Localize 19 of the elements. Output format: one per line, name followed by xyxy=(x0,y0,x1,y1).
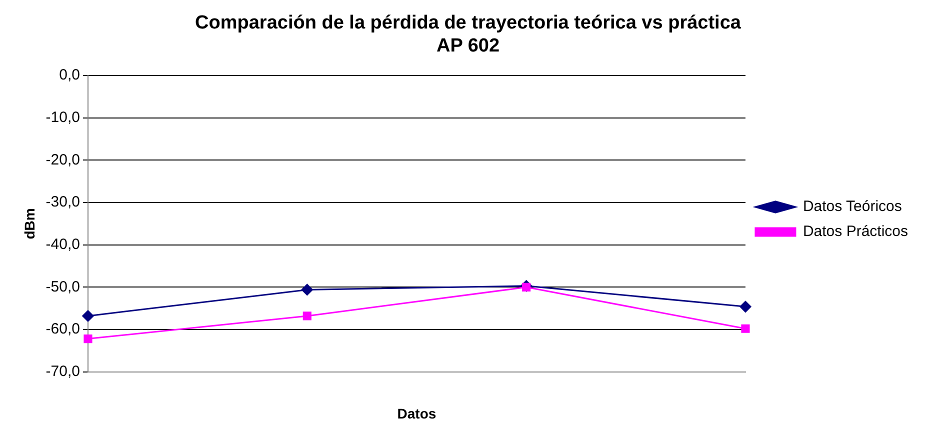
y-tick-label: -40,0 xyxy=(46,236,80,253)
y-axis-title: dBm xyxy=(21,208,38,240)
x-axis-title: Datos xyxy=(397,405,436,422)
y-tick-label: -60,0 xyxy=(46,320,80,338)
y-tick-label: -50,0 xyxy=(46,278,80,296)
chart-title: Comparación de la pérdida de trayectoria teórica vs práctica AP 602 xyxy=(195,12,742,56)
point xyxy=(301,284,313,296)
point xyxy=(84,334,92,344)
point xyxy=(82,310,94,322)
y-tick-label: -30,0 xyxy=(46,194,80,211)
point xyxy=(740,300,752,312)
point xyxy=(741,324,750,333)
y-tick-label: -20,0 xyxy=(46,151,80,168)
y-tick-label: -10,0 xyxy=(46,109,80,126)
point xyxy=(302,312,312,320)
y-tick-label: 0,0 xyxy=(59,66,80,84)
y-tick-label: -70,0 xyxy=(46,362,80,380)
legend-label: Datos Teóricos xyxy=(802,198,902,216)
legend-label: Datos Prácticos xyxy=(802,223,908,240)
